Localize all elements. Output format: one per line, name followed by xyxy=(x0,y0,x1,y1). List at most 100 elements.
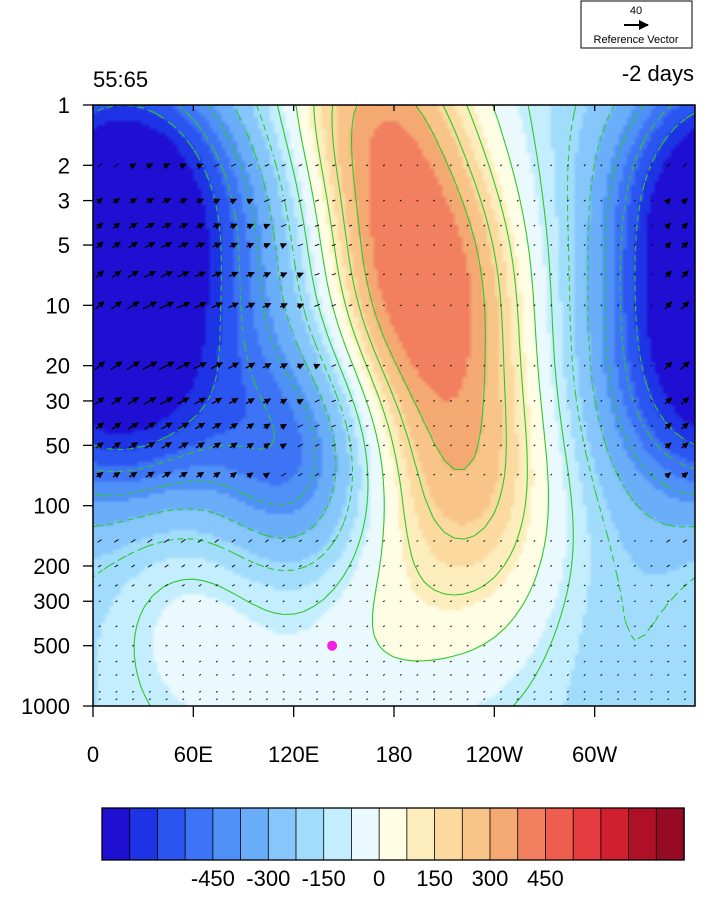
colorbar-swatch xyxy=(157,807,186,861)
wind-vector xyxy=(550,539,553,542)
wind-vector xyxy=(533,625,536,628)
wind-vector xyxy=(466,444,469,447)
wind-vector xyxy=(416,600,419,603)
wind-vector xyxy=(600,674,603,676)
x-tick-label: 60E xyxy=(174,742,213,767)
wind-vector xyxy=(650,584,653,587)
wind-vector xyxy=(617,644,620,647)
wind-vector xyxy=(297,224,303,227)
wind-vector xyxy=(332,539,336,542)
wind-vector xyxy=(600,690,603,693)
wind-vector xyxy=(249,625,252,628)
wind-vector xyxy=(196,163,204,170)
colorbar-swatch xyxy=(628,807,657,861)
wind-vector xyxy=(600,584,603,587)
wind-vector xyxy=(213,471,221,479)
wind-vector xyxy=(416,425,419,427)
plot-area xyxy=(93,105,695,706)
wind-vector xyxy=(466,364,469,367)
wind-vector xyxy=(566,304,569,307)
wind-vector xyxy=(366,600,369,603)
wind-vector xyxy=(399,244,402,246)
wind-vector xyxy=(314,272,320,276)
wind-vector xyxy=(516,473,519,476)
wind-vector xyxy=(315,564,319,568)
wind-vector xyxy=(680,197,688,205)
wind-vector xyxy=(399,273,402,276)
wind-vector xyxy=(600,273,603,276)
wind-vector xyxy=(533,584,536,587)
wind-vector xyxy=(433,690,436,693)
wind-vector xyxy=(349,565,352,567)
wind-vector xyxy=(314,303,320,307)
wind-vector xyxy=(382,364,386,367)
wind-vector xyxy=(148,698,151,701)
wind-vector xyxy=(466,660,469,663)
wind-vector xyxy=(664,361,673,370)
wind-vector xyxy=(566,584,569,587)
wind-vector xyxy=(282,564,286,568)
wind-vector xyxy=(650,660,653,663)
wind-vector xyxy=(399,690,402,693)
wind-vector xyxy=(583,224,586,227)
wind-vector xyxy=(683,674,687,676)
wind-vector xyxy=(650,540,653,542)
wind-vector xyxy=(382,660,386,663)
wind-vector xyxy=(499,199,503,202)
wind-vector xyxy=(176,361,191,370)
wind-vector xyxy=(282,698,285,701)
wind-vector xyxy=(232,660,235,663)
wind-vector xyxy=(232,698,235,701)
wind-vector xyxy=(114,564,119,568)
wind-vector xyxy=(399,698,402,701)
wind-vector xyxy=(115,644,118,647)
wind-vector xyxy=(681,270,689,279)
wind-vector xyxy=(449,425,452,427)
wind-vector xyxy=(148,644,151,647)
wind-vector xyxy=(449,164,452,167)
wind-vector xyxy=(96,471,104,479)
wind-vector xyxy=(566,600,569,603)
wind-vector xyxy=(213,198,221,205)
wind-vector xyxy=(633,565,636,567)
wind-vector xyxy=(196,198,205,205)
wind-vector xyxy=(349,674,352,676)
wind-vector xyxy=(228,397,239,405)
wind-vector xyxy=(416,660,419,663)
wind-vector xyxy=(550,674,553,676)
wind-vector xyxy=(583,584,586,587)
wind-vector xyxy=(332,660,335,663)
wind-vector xyxy=(600,444,603,447)
wind-vector xyxy=(215,644,218,647)
wind-vector xyxy=(399,584,402,587)
wind-vector xyxy=(466,164,469,167)
wind-vector xyxy=(331,364,337,367)
wind-vector xyxy=(533,690,536,693)
wind-vector xyxy=(366,660,369,663)
wind-vector xyxy=(297,443,304,448)
wind-vector xyxy=(282,600,285,603)
wind-vector xyxy=(416,698,419,701)
wind-vector xyxy=(263,223,271,230)
wind-vector xyxy=(466,424,469,427)
wind-vector xyxy=(193,302,207,309)
wind-vector xyxy=(499,674,503,676)
wind-vector xyxy=(182,660,185,663)
wind-vector xyxy=(382,625,386,628)
wind-vector xyxy=(348,304,353,307)
wind-vector xyxy=(583,644,586,647)
wind-vector xyxy=(682,539,688,543)
contour-line xyxy=(93,105,695,641)
colorbar-tick-label: 0 xyxy=(373,866,385,891)
wind-vector xyxy=(147,539,153,543)
wind-vector xyxy=(181,584,185,587)
wind-vector xyxy=(499,690,503,693)
wind-vector xyxy=(148,674,151,676)
wind-vector xyxy=(664,241,672,249)
wind-vector xyxy=(281,164,286,167)
wind-vector xyxy=(566,564,569,567)
wind-vector xyxy=(617,243,620,247)
wind-vector xyxy=(416,674,419,676)
wind-vector xyxy=(296,398,304,406)
wind-vector xyxy=(516,399,519,402)
